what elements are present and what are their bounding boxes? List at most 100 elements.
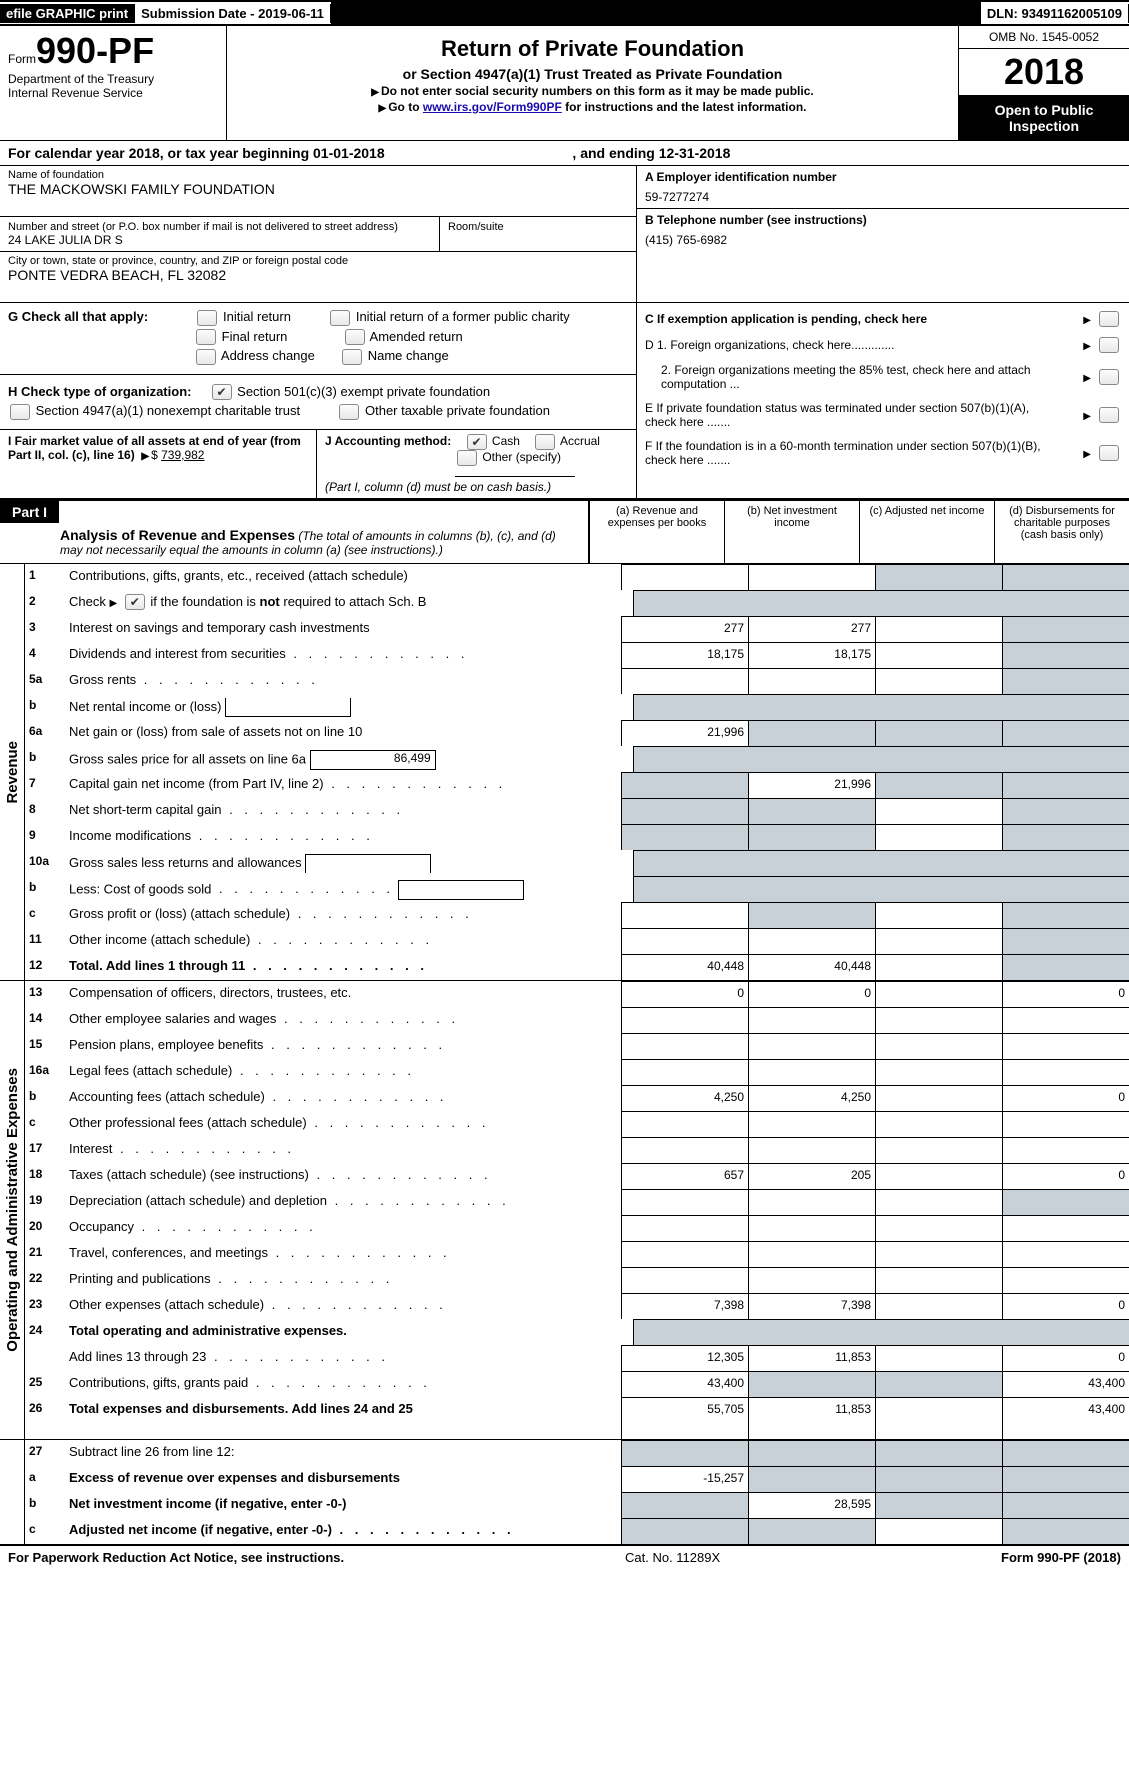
- footer-left: For Paperwork Reduction Act Notice, see …: [8, 1550, 344, 1565]
- g-opt-2: Final return: [222, 329, 288, 344]
- table-row: 22Printing and publications: [25, 1267, 1129, 1293]
- line-c: C If exemption application is pending, c…: [645, 309, 1121, 329]
- calyear-begin: 01-01-2018: [313, 145, 385, 161]
- table-row: 19Depreciation (attach schedule) and dep…: [25, 1189, 1129, 1215]
- part1-title: Analysis of Revenue and Expenses: [60, 527, 295, 543]
- chk-cash[interactable]: [467, 434, 487, 450]
- name-label: Name of foundation: [8, 169, 628, 181]
- revenue-grid: Revenue 1Contributions, gifts, grants, e…: [0, 564, 1129, 981]
- line-e: E If private foundation status was termi…: [645, 399, 1121, 431]
- table-row: 6aNet gain or (loss) from sale of assets…: [25, 720, 1129, 746]
- tel-value: (415) 765-6982: [645, 233, 1121, 247]
- table-row: 8Net short-term capital gain: [25, 798, 1129, 824]
- form-number: Form990-PF: [8, 30, 218, 72]
- city-label: City or town, state or province, country…: [8, 255, 628, 267]
- fmv-value: 739,982: [161, 448, 204, 462]
- chk-c[interactable]: [1099, 311, 1119, 327]
- irs-link[interactable]: www.irs.gov/Form990PF: [423, 100, 562, 114]
- line-f: F If the foundation is in a 60-month ter…: [645, 437, 1121, 469]
- chk-amended-return[interactable]: [345, 329, 365, 345]
- form-word: Form: [8, 52, 36, 66]
- chk-d1[interactable]: [1099, 337, 1119, 353]
- g-opt-4: Address change: [221, 348, 315, 363]
- table-row: aExcess of revenue over expenses and dis…: [25, 1466, 1129, 1492]
- i-label: I Fair market value of all assets at end…: [8, 434, 301, 462]
- net-lines: 27Subtract line 26 from line 12:aExcess …: [25, 1440, 1129, 1544]
- j-note: (Part I, column (d) must be on cash basi…: [325, 480, 628, 494]
- section-g: G Check all that apply: Initial return I…: [0, 303, 636, 375]
- header-left: Form990-PF Department of the Treasury In…: [0, 26, 227, 140]
- tel-label: B Telephone number (see instructions): [645, 213, 1121, 227]
- chk-4947a1[interactable]: [10, 404, 30, 420]
- chk-final-return[interactable]: [196, 329, 216, 345]
- chk-name-change[interactable]: [342, 349, 362, 365]
- table-row: 17Interest: [25, 1137, 1129, 1163]
- h-opt-3: Other taxable private foundation: [365, 403, 550, 418]
- footer-right: Form 990-PF (2018): [1001, 1550, 1121, 1565]
- footer-mid: Cat. No. 11289X: [625, 1550, 720, 1565]
- vert-spacer: [0, 1440, 25, 1544]
- topbar-spacer: [331, 2, 981, 24]
- omb-number: OMB No. 1545-0052: [959, 26, 1129, 49]
- g-opt-5: Name change: [368, 348, 449, 363]
- h-label: H Check type of organization:: [8, 384, 191, 399]
- chk-address-change[interactable]: [196, 349, 216, 365]
- part1-desc: Analysis of Revenue and Expenses (The to…: [0, 523, 588, 563]
- table-row: 1Contributions, gifts, grants, etc., rec…: [25, 564, 1129, 590]
- chk-other-method[interactable]: [457, 450, 477, 466]
- chk-e[interactable]: [1099, 407, 1119, 423]
- j-other: Other (specify): [482, 450, 561, 464]
- chk-sch-b[interactable]: [125, 594, 145, 610]
- tel-box: B Telephone number (see instructions) (4…: [637, 209, 1129, 251]
- line27-grid: 27Subtract line 26 from line 12:aExcess …: [0, 1440, 1129, 1546]
- part1-left: Part I Analysis of Revenue and Expenses …: [0, 501, 589, 563]
- table-row: 21Travel, conferences, and meetings: [25, 1241, 1129, 1267]
- table-row: cOther professional fees (attach schedul…: [25, 1111, 1129, 1137]
- name-box: Name of foundation THE MACKOWSKI FAMILY …: [0, 166, 636, 217]
- table-row: 9Income modifications: [25, 824, 1129, 850]
- table-row: 14Other employee salaries and wages: [25, 1007, 1129, 1033]
- section-ij: I Fair market value of all assets at end…: [0, 430, 636, 498]
- vert-revenue: Revenue: [0, 564, 25, 980]
- table-row: 27Subtract line 26 from line 12:: [25, 1440, 1129, 1466]
- j-accrual: Accrual: [560, 434, 600, 448]
- calyear-mid: , and ending: [572, 145, 658, 161]
- goto-post: for instructions and the latest informat…: [562, 100, 807, 114]
- chk-initial-former[interactable]: [330, 310, 350, 326]
- table-row: 23Other expenses (attach schedule)7,3987…: [25, 1293, 1129, 1319]
- subdate-label: Submission Date -: [141, 6, 258, 21]
- info-left: Name of foundation THE MACKOWSKI FAMILY …: [0, 166, 636, 302]
- mid-block: G Check all that apply: Initial return I…: [0, 303, 1129, 499]
- addr-label: Number and street (or P.O. box number if…: [8, 221, 431, 233]
- table-row: Add lines 13 through 2312,30511,8530: [25, 1345, 1129, 1371]
- section-h: H Check type of organization: Section 50…: [0, 375, 636, 430]
- header-right: OMB No. 1545-0052 2018 Open to Public In…: [959, 26, 1129, 140]
- subdate-value: 2019-06-11: [258, 6, 324, 21]
- chk-other-taxable[interactable]: [339, 404, 359, 420]
- table-row: bLess: Cost of goods sold: [25, 876, 1129, 902]
- part1-label: Part I: [0, 501, 59, 523]
- table-row: 16aLegal fees (attach schedule): [25, 1059, 1129, 1085]
- d1-label: D 1. Foreign organizations, check here..…: [645, 338, 894, 352]
- chk-501c3[interactable]: [212, 384, 232, 400]
- chk-initial-return[interactable]: [197, 310, 217, 326]
- table-row: cAdjusted net income (if negative, enter…: [25, 1518, 1129, 1544]
- top-bar: efile GRAPHIC print Submission Date - 20…: [0, 0, 1129, 26]
- table-row: bGross sales price for all assets on lin…: [25, 746, 1129, 772]
- chk-accrual[interactable]: [535, 434, 555, 450]
- open-public: Open to Public Inspection: [959, 96, 1129, 140]
- goto-line: Go to www.irs.gov/Form990PF for instruct…: [235, 100, 950, 114]
- form-num-value: 990-PF: [36, 30, 154, 71]
- col-a: (a) Revenue and expenses per books: [589, 501, 724, 563]
- chk-f[interactable]: [1099, 445, 1119, 461]
- ein-label: A Employer identification number: [645, 170, 1121, 184]
- room-label: Room/suite: [448, 221, 628, 233]
- col-c: (c) Adjusted net income: [859, 501, 994, 563]
- line-d2: 2. Foreign organizations meeting the 85%…: [645, 361, 1121, 393]
- j-label: J Accounting method:: [325, 434, 451, 448]
- h-opt-2: Section 4947(a)(1) nonexempt charitable …: [36, 403, 300, 418]
- part1-cols: (a) Revenue and expenses per books (b) N…: [589, 501, 1129, 563]
- chk-d2[interactable]: [1099, 369, 1119, 385]
- g-opt-3: Amended return: [370, 329, 463, 344]
- part1-header: Part I Analysis of Revenue and Expenses …: [0, 499, 1129, 564]
